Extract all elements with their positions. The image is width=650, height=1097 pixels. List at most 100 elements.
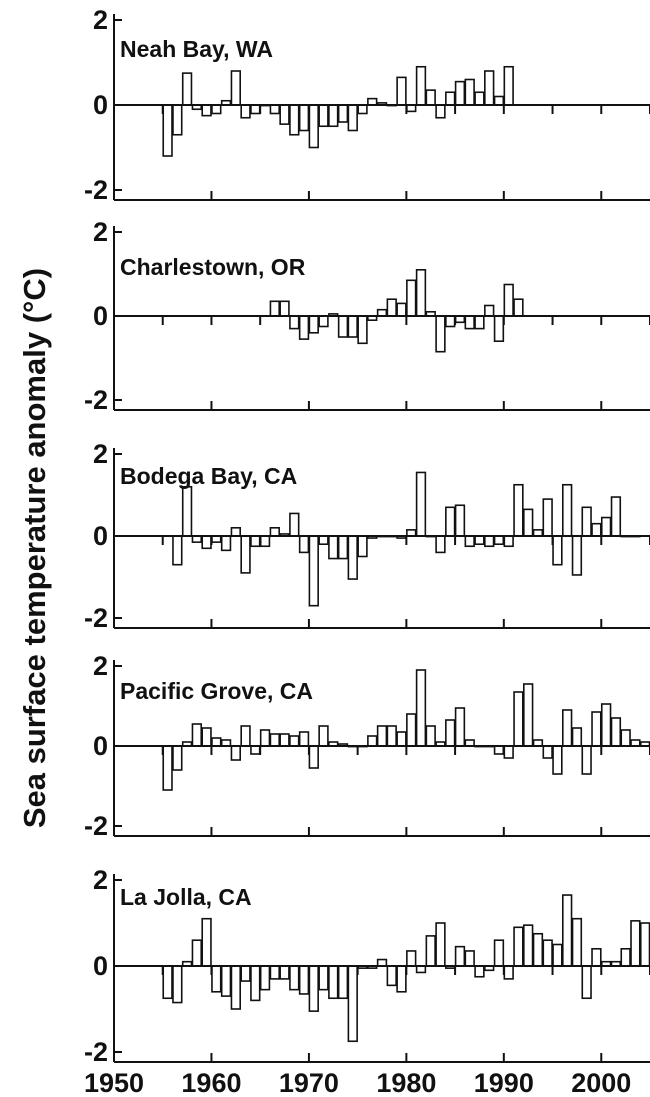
bar-1986: [464, 535, 475, 548]
bar-1963: [240, 965, 251, 982]
bar-1979: [396, 965, 407, 993]
y-tick-label: -2: [84, 603, 108, 633]
bar-1995: [552, 745, 563, 775]
bar-1969: [298, 315, 310, 340]
bar-1996: [561, 483, 573, 537]
x-tick-label: 2000: [571, 1068, 631, 1097]
bar-1980: [406, 950, 417, 967]
bar-1963: [240, 104, 251, 119]
bar-1974: [347, 965, 358, 1043]
bar-1955: [162, 965, 173, 1000]
bar-1985: [454, 707, 466, 747]
y-tick-label: -2: [84, 811, 108, 841]
bar-1969: [298, 535, 310, 554]
station-label: Neah Bay, WA: [120, 36, 273, 62]
bar-1961: [220, 965, 232, 997]
bar-1992: [523, 924, 534, 967]
bar-1959: [201, 535, 212, 550]
bar-1966: [269, 733, 280, 747]
y-tick-label: 0: [93, 90, 108, 120]
bar-1973: [337, 965, 349, 1000]
bar-1970: [308, 745, 319, 769]
bar-1971: [318, 725, 329, 747]
bar-1984: [445, 506, 456, 537]
bar-1968: [289, 512, 300, 537]
bar-1988: [484, 304, 495, 317]
bar-1971: [318, 315, 329, 328]
bar-1978: [386, 965, 397, 987]
bar-1971: [318, 104, 329, 128]
bar-1994: [542, 498, 553, 537]
bar-2000: [600, 703, 612, 747]
bar-1975: [357, 104, 368, 115]
bar-1971: [318, 535, 329, 545]
station-label: Pacific Grove, CA: [120, 678, 313, 704]
y-tick-label: 0: [93, 521, 108, 551]
bar-1991: [513, 926, 524, 967]
bar-1990: [503, 535, 514, 548]
bar-1956: [172, 535, 183, 566]
bar-1986: [464, 950, 475, 967]
bar-1962: [230, 526, 241, 537]
bar-1986: [464, 315, 475, 330]
bar-1956: [172, 965, 183, 1004]
bar-1984: [445, 91, 456, 106]
bar-1989: [493, 745, 505, 755]
bar-1966: [269, 965, 280, 980]
bar-1972: [328, 535, 339, 560]
bar-1990: [503, 65, 514, 106]
station-label: Bodega Bay, CA: [120, 463, 297, 489]
bar-2001: [610, 496, 622, 537]
bar-2003: [630, 920, 641, 967]
bar-1998: [581, 745, 592, 775]
y-tick-label: -2: [84, 1037, 108, 1067]
bar-1964: [250, 104, 261, 115]
bar-1970: [308, 104, 319, 149]
y-tick-label: 2: [93, 865, 108, 895]
x-axis-tick-labels: 1950 1960 1970 1980 1990 2000: [84, 1068, 631, 1097]
bar-1989: [493, 315, 505, 343]
bar-1957: [181, 485, 193, 537]
bar-1955: [162, 745, 173, 791]
bar-1988: [484, 535, 495, 548]
bar-1960: [211, 104, 222, 115]
bar-1974: [347, 315, 358, 338]
bar-1984: [445, 719, 456, 747]
bar-1963: [240, 725, 251, 747]
bar-1981: [415, 669, 427, 747]
panel-4: 2 0 -2 La Jolla, CA: [84, 865, 650, 1067]
bar-1959: [201, 104, 212, 117]
x-tick-label: 1980: [376, 1068, 436, 1097]
bar-1966: [269, 300, 280, 317]
bar-1959: [201, 727, 212, 747]
bar-1974: [347, 104, 358, 132]
bar-1969: [298, 104, 310, 132]
bar-2001: [610, 717, 622, 747]
bar-1972: [328, 104, 339, 128]
bar-1997: [571, 917, 583, 967]
bar-1964: [250, 745, 261, 755]
bar-1957: [181, 72, 193, 106]
bar-1991: [513, 691, 524, 747]
bar-1987: [474, 315, 485, 330]
y-tick-label: 0: [93, 951, 108, 981]
bar-1987: [474, 91, 485, 106]
bar-1981: [415, 471, 427, 537]
bar-1980: [406, 279, 417, 317]
bar-1982: [425, 725, 436, 747]
bar-1964: [250, 965, 261, 1002]
bar-1980: [406, 713, 417, 747]
panel-1: 2 0 -2 Charlestown, OR: [84, 217, 650, 415]
bar-1968: [289, 965, 300, 991]
y-tick-label: -2: [84, 385, 108, 415]
bar-1996: [561, 894, 573, 967]
bar-1960: [211, 965, 222, 993]
bar-1992: [523, 683, 534, 747]
bar-1989: [493, 939, 505, 967]
bar-1956: [172, 104, 183, 136]
bar-1986: [464, 78, 475, 106]
bar-1965: [259, 729, 271, 747]
x-tick-label: 1970: [279, 1068, 339, 1097]
bar-1995: [552, 943, 563, 967]
